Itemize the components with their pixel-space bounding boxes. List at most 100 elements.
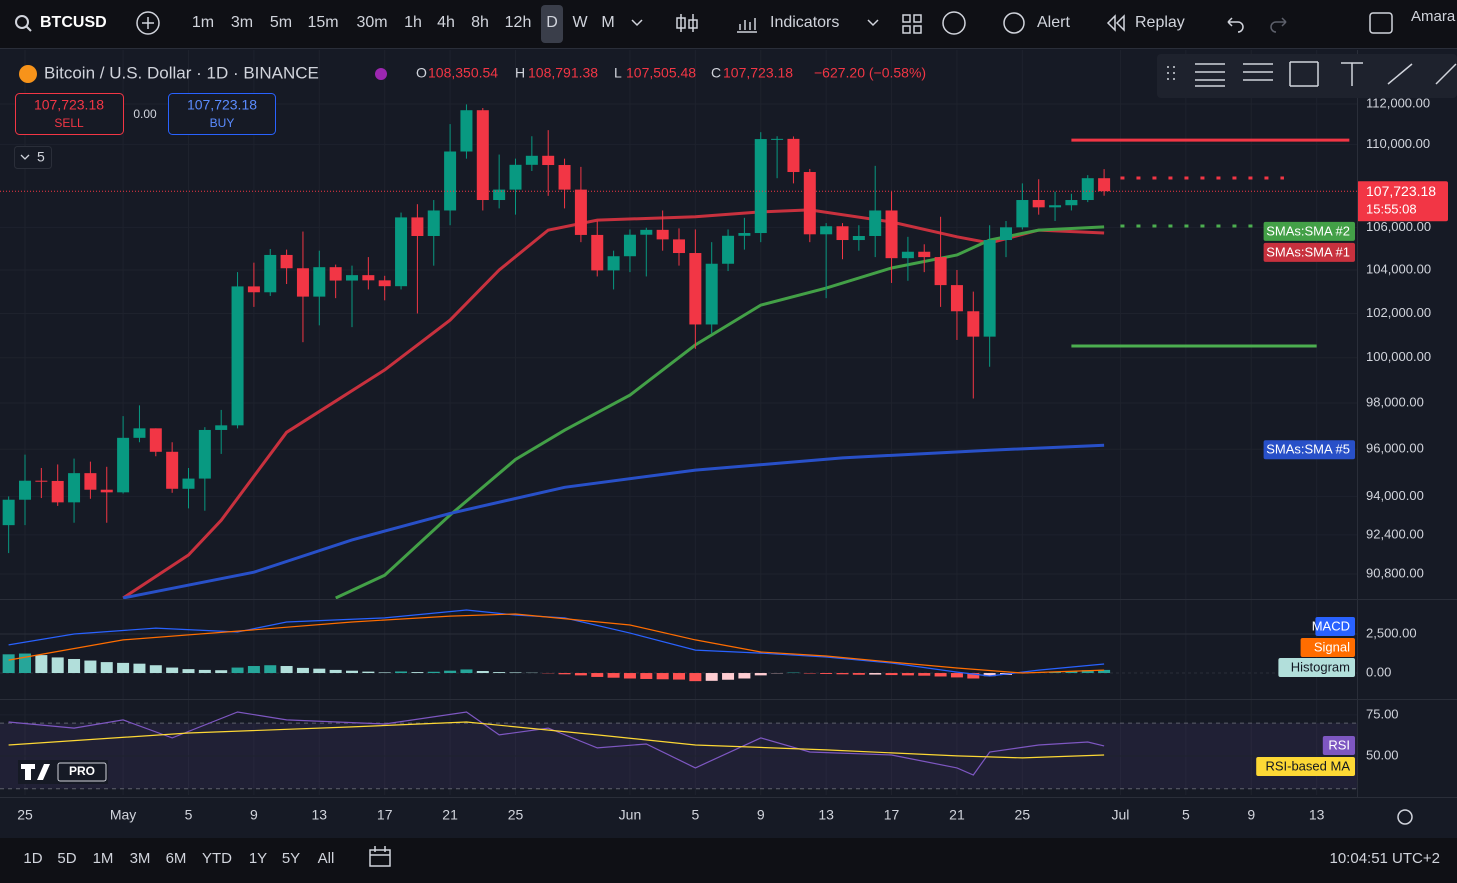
- date-range-icon[interactable]: [369, 846, 391, 867]
- y-tick-label: 112,000.00: [1366, 95, 1430, 110]
- indicators-button[interactable]: Indicators: [770, 14, 839, 31]
- user-name[interactable]: Amara: [1411, 8, 1456, 25]
- candle-body: [493, 189, 506, 201]
- legend-close: 107,723.18: [723, 65, 793, 81]
- candle-body: [771, 138, 784, 140]
- x-tick-label: 13: [1309, 807, 1325, 823]
- series-tag-bg: [1263, 221, 1355, 241]
- dropdown[interactable]: [631, 19, 643, 27]
- interval-button[interactable]: W: [572, 14, 588, 31]
- interval-button[interactable]: 1m: [192, 14, 214, 31]
- histogram-bar: [574, 673, 587, 676]
- range-button[interactable]: 1D: [23, 850, 42, 867]
- chart-type-icon[interactable]: [676, 14, 698, 32]
- candle-body: [19, 480, 31, 500]
- interval-button[interactable]: 5m: [270, 14, 292, 31]
- interval-button[interactable]: 8h: [471, 14, 489, 31]
- interval-button[interactable]: 4h: [437, 14, 455, 31]
- range-button[interactable]: 3M: [130, 850, 151, 867]
- fullscreen[interactable]: [1369, 12, 1393, 34]
- candle-body: [558, 165, 571, 190]
- interval-button[interactable]: M: [601, 14, 614, 31]
- candle-body: [117, 437, 130, 493]
- legend-tag-bg: [1300, 638, 1355, 657]
- drawing-tools[interactable]: [1167, 61, 1457, 87]
- candle-body: [967, 311, 980, 337]
- alert-button[interactable]: Alert: [1037, 14, 1070, 31]
- candle-body: [444, 151, 457, 211]
- source-icon[interactable]: [375, 68, 387, 80]
- legend-l-label: L: [614, 65, 622, 81]
- layout-icon[interactable]: [902, 14, 922, 34]
- histogram-bar: [689, 673, 702, 682]
- histogram-bar: [427, 671, 440, 674]
- template-icon[interactable]: [942, 11, 966, 35]
- range-button[interactable]: 1M: [93, 850, 114, 867]
- search-icon[interactable]: [15, 15, 29, 29]
- candle-body: [215, 425, 228, 430]
- candle-body: [166, 451, 179, 489]
- histogram-bar: [362, 671, 375, 674]
- add-symbol[interactable]: [136, 11, 160, 35]
- indicator-toggle[interactable]: [14, 146, 52, 169]
- y-tick-label: 106,000.00: [1366, 219, 1431, 234]
- histogram-bar: [885, 673, 898, 676]
- chart-title: Bitcoin / U.S. Dollar · 1D · BINANCE: [44, 63, 319, 82]
- x-tick-label: 9: [250, 807, 258, 823]
- interval-button[interactable]: 30m: [356, 14, 387, 31]
- y-tick-label: 98,000.00: [1366, 394, 1424, 409]
- interval-button[interactable]: 12h: [505, 14, 532, 31]
- candle-body: [378, 280, 391, 287]
- candle-body: [198, 429, 211, 479]
- candle-body: [329, 267, 342, 281]
- range-button[interactable]: All: [318, 850, 335, 867]
- histogram-bar: [836, 673, 849, 675]
- histogram-bar: [934, 673, 947, 677]
- series-tag-bg: [1263, 440, 1355, 460]
- spread: 0.00: [133, 107, 157, 121]
- y-tick-label: 90,800.00: [1366, 565, 1424, 580]
- settings[interactable]: [1397, 809, 1413, 825]
- candle-body: [231, 286, 244, 426]
- candle-body: [313, 267, 326, 297]
- replay-button[interactable]: Replay: [1135, 14, 1185, 31]
- dropdown[interactable]: [867, 19, 879, 27]
- histogram-bar: [264, 665, 277, 674]
- series-tag-bg: [1263, 242, 1355, 262]
- candle-body: [852, 235, 865, 241]
- add-symbol-icon: [142, 17, 154, 29]
- range-button[interactable]: 6M: [166, 850, 187, 867]
- histogram-bar: [754, 673, 767, 676]
- legend-tag: MACD: [1312, 618, 1350, 633]
- search-icon: [25, 25, 32, 32]
- symbol[interactable]: BTCUSD: [40, 14, 107, 31]
- sell-button[interactable]: [15, 93, 124, 135]
- indicators-icon: [737, 18, 757, 33]
- candle-body: [51, 480, 64, 503]
- interval-button[interactable]: 3m: [231, 14, 253, 31]
- x-tick-label: 13: [312, 807, 328, 823]
- x-tick-label: 17: [884, 807, 900, 823]
- candle-body: [950, 285, 963, 312]
- range-button[interactable]: 5D: [57, 850, 76, 867]
- candle-body: [689, 253, 702, 325]
- histogram-bar: [558, 673, 571, 675]
- candle-body: [1032, 200, 1045, 208]
- undo[interactable]: [1227, 17, 1244, 33]
- interval-button[interactable]: 1h: [404, 14, 422, 31]
- candle-body: [934, 257, 947, 286]
- sell-label: SELL: [54, 116, 84, 130]
- range-button[interactable]: 5Y: [282, 850, 300, 867]
- y-tick-label: 0.00: [1366, 664, 1391, 679]
- histogram-bar: [444, 670, 457, 674]
- interval-button[interactable]: D: [546, 14, 558, 31]
- x-tick-label: 13: [818, 807, 834, 823]
- buy-button[interactable]: [168, 93, 276, 135]
- interval-button[interactable]: 15m: [307, 14, 338, 31]
- y-tick-label: 104,000.00: [1366, 261, 1431, 276]
- range-button[interactable]: 1Y: [249, 850, 267, 867]
- redo[interactable]: [1270, 17, 1287, 33]
- range-button[interactable]: YTD: [202, 850, 232, 867]
- histogram-bar: [738, 673, 751, 679]
- histogram-bar: [820, 673, 833, 674]
